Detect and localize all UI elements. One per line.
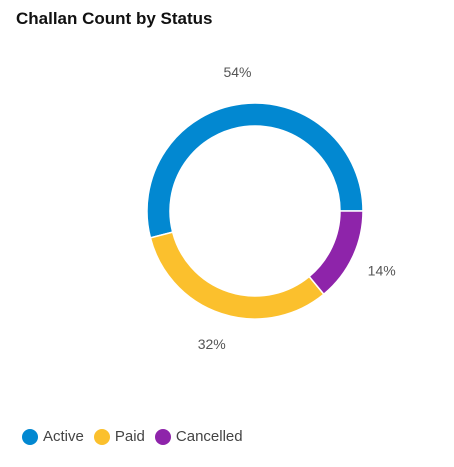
legend-item-active[interactable]: Active bbox=[22, 428, 84, 445]
donut-slice-active[interactable] bbox=[146, 102, 364, 239]
legend-label-paid: Paid bbox=[114, 428, 145, 445]
legend-label-active: Active bbox=[43, 428, 84, 445]
slice-label-cancelled: 14% bbox=[368, 263, 396, 279]
legend-label-cancelled: Cancelled bbox=[175, 428, 243, 445]
chart-legend: Active Paid Cancelled bbox=[22, 428, 243, 445]
donut-slice-cancelled[interactable] bbox=[308, 210, 364, 296]
legend-swatch-active bbox=[22, 428, 38, 445]
chart-title: Challan Count by Status bbox=[16, 9, 213, 28]
donut-slice-paid[interactable] bbox=[149, 231, 325, 320]
slice-label-active: 54% bbox=[223, 64, 251, 80]
legend-swatch-cancelled bbox=[154, 428, 171, 445]
legend-item-cancelled[interactable]: Cancelled bbox=[154, 428, 243, 445]
legend-item-paid[interactable]: Paid bbox=[93, 428, 145, 445]
legend-swatch-paid bbox=[93, 428, 110, 445]
slice-label-paid: 32% bbox=[198, 336, 226, 352]
